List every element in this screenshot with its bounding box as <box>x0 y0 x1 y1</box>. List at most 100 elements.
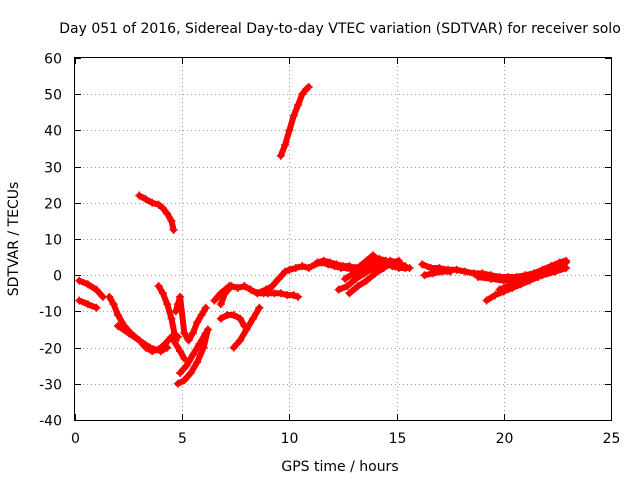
series-line <box>76 277 106 300</box>
data-point <box>349 269 358 278</box>
series-line <box>155 283 179 344</box>
data-point <box>195 339 204 348</box>
data-point <box>146 343 155 352</box>
x-tick-label: 10 <box>281 431 299 447</box>
data-point <box>281 267 290 276</box>
data-point <box>193 318 202 327</box>
x-tick-label: 0 <box>71 431 80 447</box>
data-point <box>491 291 500 300</box>
data-point <box>285 126 294 135</box>
data-point <box>201 329 210 338</box>
data-point <box>482 296 491 305</box>
data-point <box>154 200 163 209</box>
chart-title: Day 051 of 2016, Sidereal Day-to-day VTE… <box>59 21 621 37</box>
data-point <box>225 282 234 291</box>
data-point <box>394 256 403 265</box>
data-point <box>345 289 354 298</box>
data-point <box>293 101 302 110</box>
y-tick-label: 30 <box>44 161 62 177</box>
data-point <box>167 314 176 323</box>
data-point <box>163 343 172 352</box>
data-point <box>379 263 388 272</box>
data-point <box>304 82 313 91</box>
data-point <box>158 289 167 298</box>
data-point <box>201 303 210 312</box>
data-point <box>109 300 118 309</box>
data-point <box>113 311 122 320</box>
data-point <box>362 276 371 285</box>
data-point <box>274 274 283 283</box>
data-point <box>351 274 360 283</box>
data-point <box>216 300 225 309</box>
data-point <box>246 285 255 294</box>
data-point <box>486 274 495 283</box>
data-point <box>236 336 245 345</box>
data-point <box>135 336 144 345</box>
data-point <box>171 307 180 316</box>
data-point <box>418 260 427 269</box>
data-point <box>199 343 208 352</box>
data-point <box>83 280 92 289</box>
data-point <box>156 347 165 356</box>
data-point <box>236 314 245 323</box>
data-point <box>341 274 350 283</box>
data-point <box>291 263 300 272</box>
grid <box>75 58 611 420</box>
data-point <box>169 336 178 345</box>
data-point <box>561 263 570 272</box>
data-point <box>83 300 92 309</box>
y-tick-label: -40 <box>39 414 62 430</box>
x-tick-label: 20 <box>496 431 514 447</box>
data-point <box>429 269 438 278</box>
y-tick-label: 40 <box>44 124 62 140</box>
data-point <box>437 267 446 276</box>
data-series <box>75 82 570 388</box>
data-point <box>285 265 294 274</box>
x-axis-label: GPS time / hours <box>281 459 398 475</box>
data-point <box>255 303 264 312</box>
data-point <box>197 311 206 320</box>
data-point <box>525 273 534 282</box>
data-point <box>135 191 144 200</box>
data-point <box>182 361 191 370</box>
data-point <box>369 251 378 260</box>
data-point <box>180 354 189 363</box>
data-point <box>345 262 354 271</box>
data-point <box>248 314 257 323</box>
data-point <box>184 336 193 345</box>
data-point <box>216 314 225 323</box>
data-point <box>495 285 504 294</box>
data-point <box>304 263 313 272</box>
data-point <box>229 343 238 352</box>
data-point <box>343 282 352 291</box>
data-point <box>426 263 435 272</box>
data-point <box>240 282 249 291</box>
data-point <box>163 300 172 309</box>
data-point <box>452 265 461 274</box>
data-point <box>276 151 285 160</box>
y-tick-label: 60 <box>44 52 62 68</box>
y-tick-label: 0 <box>53 269 62 285</box>
data-point <box>538 271 547 280</box>
data-point <box>360 269 369 278</box>
data-point <box>354 282 363 291</box>
data-point <box>188 350 197 359</box>
data-point <box>551 267 560 276</box>
data-point <box>420 271 429 280</box>
data-point <box>105 292 114 301</box>
data-point <box>446 267 455 276</box>
data-point <box>469 269 478 278</box>
data-point <box>388 260 397 269</box>
data-point <box>313 258 322 267</box>
data-point <box>154 282 163 291</box>
series-line <box>136 192 177 233</box>
data-point <box>92 303 101 312</box>
data-point <box>75 276 84 285</box>
data-point <box>461 267 470 276</box>
data-point <box>92 285 101 294</box>
data-point <box>358 263 367 272</box>
data-point <box>176 347 185 356</box>
data-point <box>281 140 290 149</box>
data-point <box>188 329 197 338</box>
y-tick-label: -10 <box>39 305 62 321</box>
